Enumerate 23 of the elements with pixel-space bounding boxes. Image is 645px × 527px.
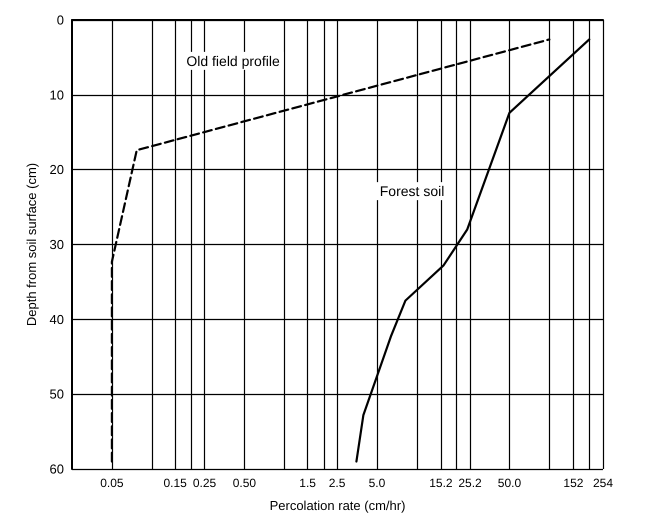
x-tick-label: 1.5	[299, 476, 316, 490]
x-tick-label: 5.0	[368, 476, 386, 490]
y-tick-label: 60	[50, 462, 64, 476]
x-tick-label: 2.5	[328, 476, 346, 490]
x-tick-label: 152	[563, 476, 584, 490]
y-axis-title: Depth from soil surface (cm)	[24, 162, 39, 326]
x-axis-title: Percolation rate (cm/hr)	[270, 498, 406, 513]
x-tick-label: 50.0	[498, 476, 522, 490]
x-tick-label: 0.05	[100, 476, 124, 490]
text: Old field profile	[186, 52, 280, 69]
y-tick-label: 0	[56, 12, 64, 28]
x-tick-label: 15.2	[429, 476, 453, 490]
x-tick-label: 254	[592, 476, 614, 490]
text: Forest soil	[380, 183, 444, 200]
y-tick-label: 30	[50, 237, 64, 252]
y-tick-label: 20	[50, 162, 64, 178]
x-tick-label: 0.50	[232, 476, 256, 490]
x-tick-label: 0.25	[192, 476, 217, 490]
y-tick-label: 40	[50, 312, 64, 327]
y-tick-label: 10	[50, 87, 64, 102]
x-tick-label: 0.15	[163, 476, 188, 490]
x-tick-label: 25.2	[458, 476, 482, 490]
y-tick-label: 50	[50, 386, 64, 402]
